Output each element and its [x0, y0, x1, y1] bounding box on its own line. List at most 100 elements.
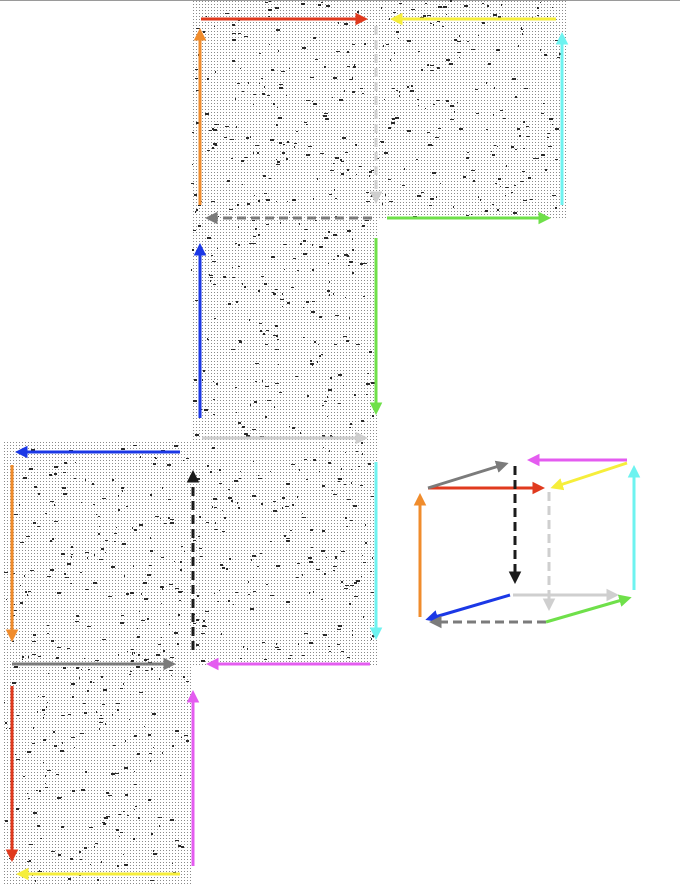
speckle: [286, 158, 288, 160]
speckle: [239, 341, 242, 343]
speckle: [423, 15, 426, 17]
speckle: [297, 563, 300, 564]
speckle: [277, 649, 281, 650]
speckle: [417, 99, 419, 100]
speckle: [160, 518, 161, 519]
speckle: [238, 244, 240, 246]
speckle: [226, 568, 228, 570]
speckle: [391, 122, 395, 124]
speckle: [151, 668, 153, 670]
speckle: [238, 422, 241, 424]
speckle: [312, 244, 313, 246]
speckle: [20, 585, 21, 586]
speckle: [541, 113, 544, 114]
speckle: [313, 459, 316, 461]
speckle: [99, 722, 103, 723]
speckle: [356, 451, 358, 452]
speckle: [328, 231, 330, 233]
speckle: [298, 643, 299, 645]
speckle: [322, 435, 325, 437]
speckle: [129, 674, 131, 675]
speckle: [132, 652, 133, 654]
speckle: [393, 12, 396, 13]
speckle: [207, 465, 209, 467]
speckle: [383, 45, 384, 47]
speckle: [552, 195, 556, 196]
speckle: [114, 541, 116, 542]
speckle: [494, 87, 495, 89]
speckle: [366, 201, 370, 202]
speckle: [326, 557, 327, 558]
speckle: [526, 136, 530, 137]
speckle: [140, 456, 141, 458]
speckle: [76, 667, 79, 669]
speckle: [45, 513, 47, 514]
speckle: [86, 848, 87, 849]
speckle: [205, 611, 209, 612]
speckle: [425, 3, 427, 4]
speckle: [158, 817, 162, 818]
speckle: [269, 178, 271, 179]
speckle: [320, 153, 324, 154]
speckle: [430, 23, 432, 24]
speckle: [302, 655, 305, 656]
speckle: [523, 148, 525, 149]
speckle: [9, 858, 10, 859]
speckle: [99, 559, 103, 560]
speckle: [61, 797, 62, 798]
speckle: [164, 523, 167, 524]
speckle: [276, 643, 277, 645]
speckle: [135, 806, 137, 807]
speckle: [150, 537, 151, 539]
speckle: [193, 540, 196, 541]
speckle: [31, 449, 35, 451]
speckle: [312, 269, 314, 271]
speckle: [395, 117, 399, 119]
speckle: [225, 126, 229, 127]
speckle: [488, 63, 491, 65]
speckle: [338, 403, 341, 404]
speckle: [372, 415, 374, 417]
speckle: [296, 131, 298, 132]
speckle: [321, 599, 323, 600]
speckle: [360, 485, 363, 486]
speckle: [295, 376, 298, 377]
speckle: [390, 59, 391, 61]
speckle: [389, 201, 392, 202]
speckle: [183, 460, 184, 461]
speckle: [297, 270, 299, 271]
speckle: [228, 489, 230, 490]
speckle: [104, 817, 108, 819]
speckle: [203, 31, 205, 33]
speckle: [210, 280, 211, 282]
speckle: [147, 659, 149, 660]
speckle: [345, 23, 348, 25]
speckle: [4, 702, 5, 703]
speckle: [287, 141, 289, 143]
speckle: [315, 59, 318, 60]
speckle: [284, 269, 285, 270]
speckle: [102, 704, 105, 705]
speckle: [101, 676, 103, 678]
speckle: [345, 452, 346, 453]
speckle: [318, 4, 321, 6]
speckle: [217, 601, 219, 602]
speckle: [347, 657, 350, 658]
speckle: [308, 146, 312, 147]
speckle: [370, 571, 372, 572]
speckle: [177, 643, 179, 645]
speckle: [159, 678, 160, 680]
speckle: [151, 833, 153, 835]
speckle: [287, 302, 290, 304]
speckle: [224, 517, 226, 519]
speckle: [253, 104, 254, 105]
speckle: [355, 144, 357, 146]
speckle: [163, 650, 165, 652]
speckle: [201, 660, 205, 662]
speckle: [522, 33, 523, 35]
speckle: [170, 519, 174, 520]
speckle: [303, 253, 307, 255]
speckle: [258, 475, 259, 476]
speckle: [262, 93, 265, 95]
speckle: [16, 808, 19, 810]
